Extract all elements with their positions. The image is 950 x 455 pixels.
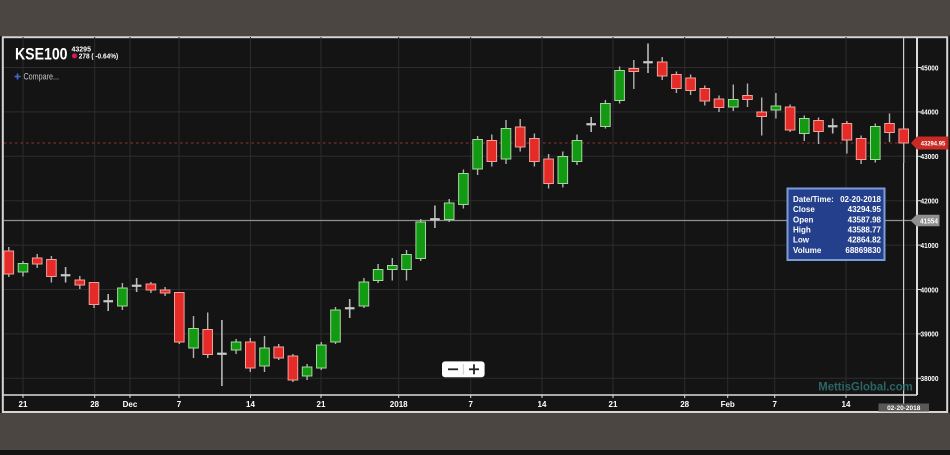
svg-text:43000: 43000 [921,152,939,161]
svg-text:Compare...: Compare... [24,72,60,82]
svg-text:38000: 38000 [921,374,939,383]
svg-text:44000: 44000 [921,108,939,117]
svg-text:Low: Low [793,236,810,245]
svg-text:21: 21 [609,400,618,409]
svg-text:40000: 40000 [921,285,939,294]
svg-text:43295: 43295 [72,47,92,54]
svg-text:14: 14 [538,400,547,409]
svg-text:21: 21 [19,400,28,409]
svg-text:278 ( -0.64%): 278 ( -0.64%) [79,54,119,61]
svg-text:43294.95: 43294.95 [848,205,882,214]
svg-text:68869830: 68869830 [845,246,881,255]
svg-text:14: 14 [842,400,851,409]
svg-text:7: 7 [177,400,182,409]
svg-text:02-20-2018: 02-20-2018 [840,195,881,204]
svg-text:7: 7 [772,400,777,409]
svg-text:MettisGlobal.com: MettisGlobal.com [818,382,913,394]
svg-text:Feb: Feb [721,400,735,409]
svg-text:43587.98: 43587.98 [848,215,882,224]
svg-text:39000: 39000 [921,330,939,339]
svg-text:41554: 41554 [920,218,938,225]
svg-text:02-20-2018: 02-20-2018 [887,405,921,412]
svg-text:41000: 41000 [921,241,939,250]
svg-text:Volume: Volume [793,246,822,255]
svg-text:14: 14 [246,400,255,409]
svg-text:7: 7 [468,400,473,409]
svg-text:KSE100: KSE100 [15,45,68,64]
svg-text:Open: Open [793,215,814,224]
svg-text:28: 28 [680,400,689,409]
svg-text:2018: 2018 [390,400,408,409]
svg-text:42864.82: 42864.82 [848,236,882,245]
svg-text:Dec: Dec [123,400,138,409]
svg-text:43588.77: 43588.77 [848,226,882,235]
svg-text:43294.95: 43294.95 [921,141,946,148]
svg-text:High: High [793,226,811,235]
svg-text:Close: Close [793,205,815,214]
svg-text:42000: 42000 [921,197,939,206]
svg-text:21: 21 [317,400,326,409]
svg-text:Date/Time:: Date/Time: [793,195,834,204]
svg-text:45000: 45000 [921,63,939,72]
svg-text:28: 28 [90,400,99,409]
